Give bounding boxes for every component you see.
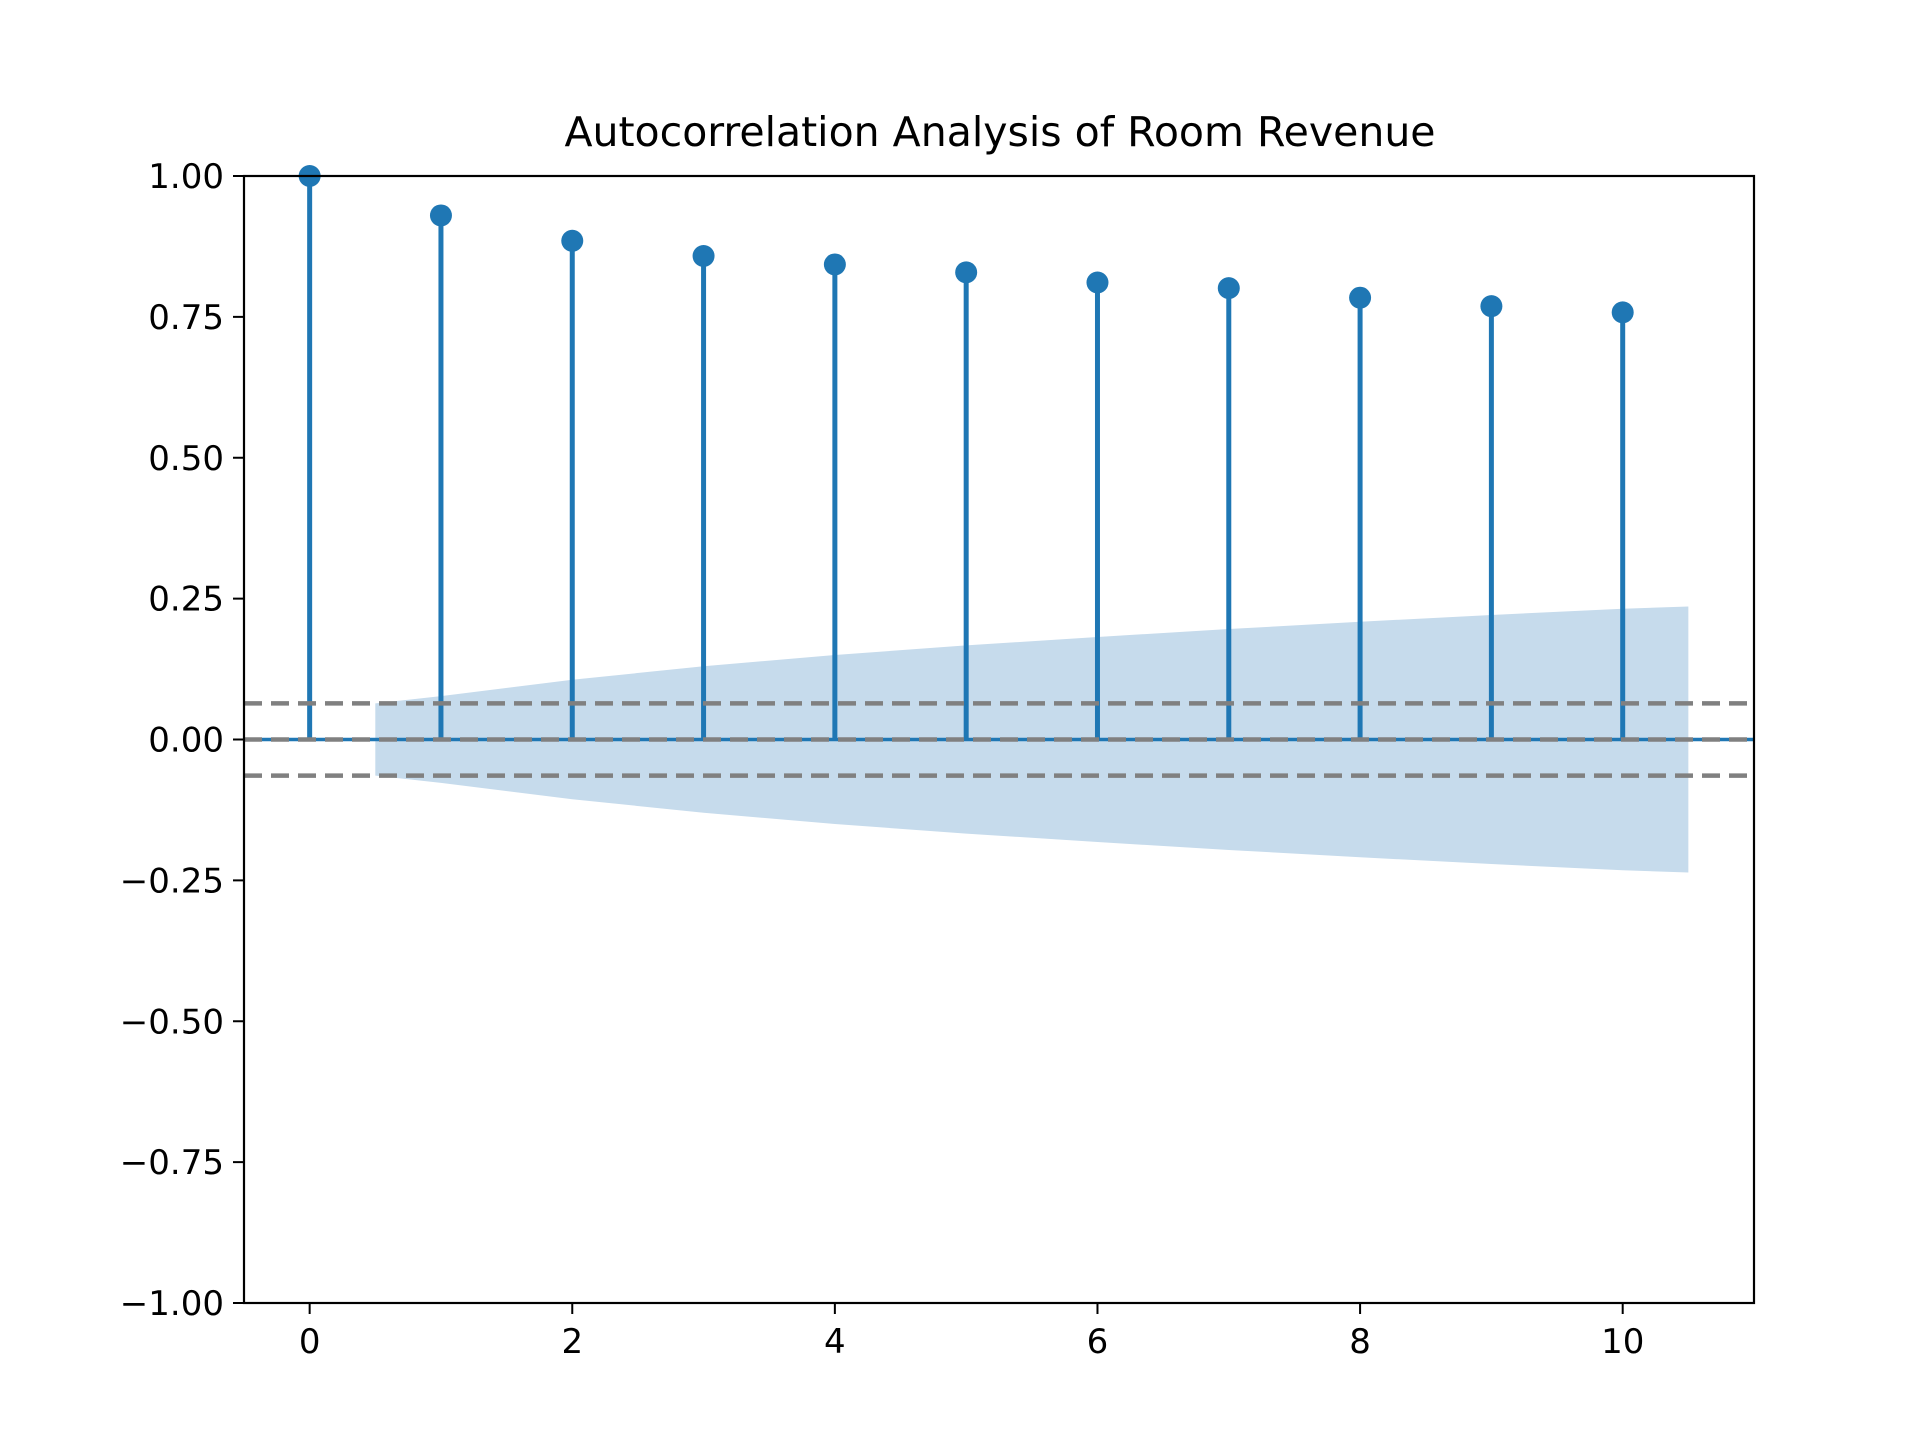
- x-tick-label: 0: [299, 1322, 321, 1362]
- y-tick-label: −0.25: [120, 861, 224, 901]
- y-tick-label: 0.25: [148, 580, 224, 620]
- x-tick-label: 8: [1349, 1322, 1371, 1362]
- x-tick-label: 4: [824, 1322, 846, 1362]
- stem-marker-lag-8: [1349, 286, 1372, 309]
- stem-marker-lag-1: [429, 204, 452, 227]
- stem-marker-lag-4: [823, 253, 846, 276]
- reference-line-layer: [244, 701, 1754, 778]
- x-tick-label: 10: [1601, 1322, 1644, 1362]
- stem-marker-lag-9: [1480, 295, 1503, 318]
- stem-marker-lag-10: [1611, 301, 1634, 324]
- axis-ticks: 0 2 4 6 8 10 1.00 0.75 0.50 0.25 0.00 −0.25 −0.50 −0.…: [120, 157, 1645, 1362]
- chart-title: Autocorrelation Analysis of Room Revenue: [564, 108, 1435, 156]
- y-tick-label: −1.00: [120, 1284, 224, 1324]
- x-tick-label: 2: [561, 1322, 583, 1362]
- y-tick-label: −0.50: [120, 1002, 224, 1042]
- stem-marker-lag-5: [955, 261, 978, 284]
- stem-layer: [298, 165, 1634, 740]
- stem-marker-lag-6: [1086, 271, 1109, 294]
- y-tick-label: 0.75: [148, 298, 224, 338]
- x-tick-label: 6: [1087, 1322, 1109, 1362]
- stem-marker-lag-3: [692, 245, 715, 268]
- y-tick-label: 1.00: [148, 157, 224, 197]
- y-tick-label: 0.50: [148, 439, 224, 479]
- stem-marker-lag-2: [561, 229, 584, 252]
- y-tick-label: −0.75: [120, 1143, 224, 1183]
- stem-marker-lag-7: [1217, 277, 1240, 300]
- y-tick-label: 0.00: [148, 721, 224, 761]
